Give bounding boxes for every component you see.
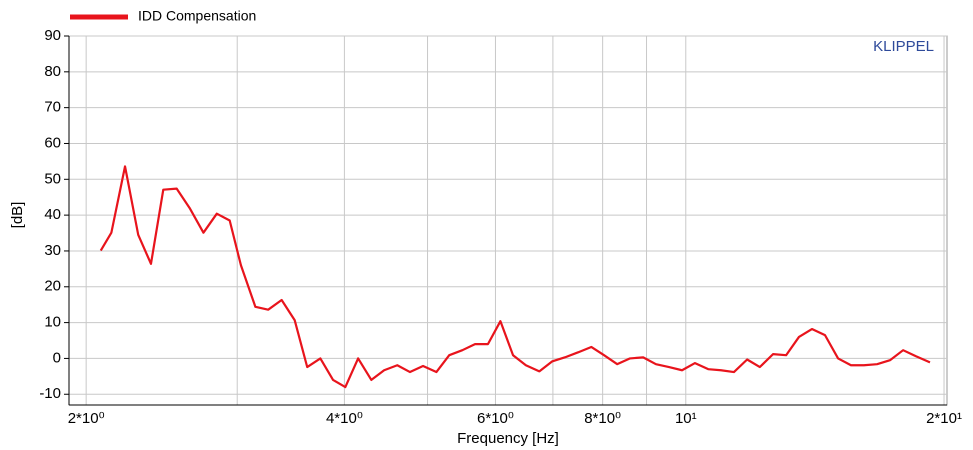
y-tick-label: 90 [44,27,61,44]
y-tick-label: 10 [44,314,61,331]
brand-annotation: KLIPPEL [873,38,934,55]
y-axis-label: [dB] [9,202,26,229]
x-tick-label: 8*10⁰ [584,410,621,427]
x-tick-label: 10¹ [675,410,697,427]
plot-frame [68,35,948,406]
y-tick-label: 30 [44,242,61,259]
y-tick-label: 20 [44,278,61,295]
x-axis-label: Frequency [Hz] [457,430,559,447]
y-tick-label: 60 [44,134,61,151]
legend-label: IDD Compensation [138,8,256,24]
y-tick-label: 0 [53,349,61,366]
y-tick-label: 70 [44,99,61,116]
x-tick-label: 2*10¹ [926,410,962,427]
y-tick-label: 40 [44,206,61,223]
y-tick-label: 50 [44,170,61,187]
data-line [99,165,931,389]
x-tick-label: 4*10⁰ [326,410,363,427]
x-tick-label: 6*10⁰ [477,410,514,427]
y-tick-label: -10 [39,385,61,402]
y-tick-label: 80 [44,63,61,80]
x-tick-label: 2*10⁰ [68,410,105,427]
